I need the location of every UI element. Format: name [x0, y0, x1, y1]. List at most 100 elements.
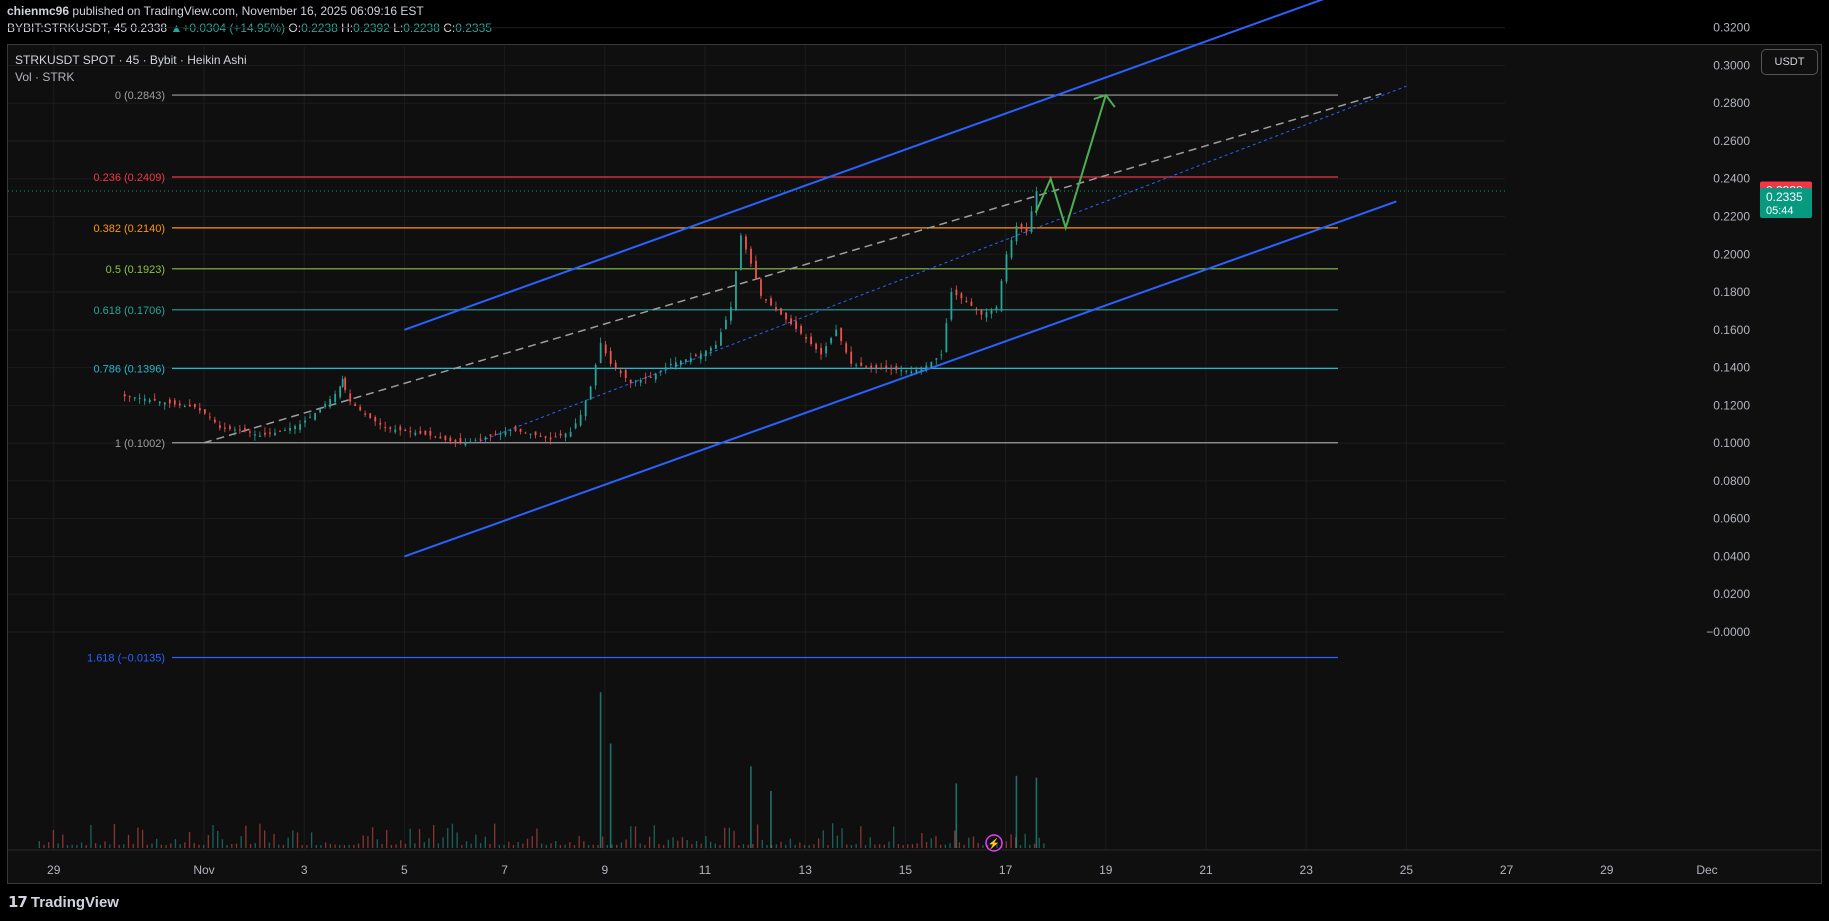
candle-body [163, 402, 166, 405]
close-price-badge-text: 0.2335 [1766, 190, 1803, 204]
volume-bar [461, 844, 463, 848]
volume-bar [296, 832, 299, 848]
volume-bar [1033, 843, 1036, 848]
volume-bar [569, 842, 571, 848]
volume-bar [794, 844, 796, 848]
volume-bar [601, 836, 604, 848]
price-axis[interactable] [1505, 46, 1821, 850]
volume-bar [263, 830, 266, 848]
time-axis-tick: 17 [999, 863, 1013, 877]
volume-bar [508, 841, 510, 848]
lightning-icon[interactable] [985, 834, 1003, 852]
volume-bar [1005, 841, 1008, 848]
tradingview-brand[interactable]: 𝟭𝟳 TradingView [8, 893, 119, 912]
volume-bar [817, 838, 820, 848]
price-axis-tick: 0.0600 [1713, 512, 1750, 526]
candle-body [679, 360, 682, 366]
candle-body [1030, 211, 1033, 233]
volume-bar [273, 834, 275, 848]
trend-dotted-line [479, 85, 1407, 442]
volume-bar [888, 841, 890, 848]
candle-body [584, 400, 587, 417]
volume-bar [188, 832, 191, 848]
volume-bar [85, 844, 87, 848]
volume-bar [846, 844, 848, 848]
price-axis-tick: 0.0200 [1713, 587, 1750, 601]
volume-bar [883, 844, 885, 848]
time-axis-tick: 25 [1400, 863, 1414, 877]
price-axis-tick: 0.2000 [1713, 247, 1750, 261]
candle-body [875, 365, 878, 369]
channel-upper-line [404, 0, 1324, 331]
price-axis-tick: 0.0800 [1713, 474, 1750, 488]
volume-bar [878, 844, 881, 848]
volume-bar [986, 844, 989, 848]
candle-body [825, 346, 828, 354]
volume-bar [841, 828, 843, 848]
candle-body [629, 379, 632, 383]
candle-body [464, 443, 467, 446]
volume-bar [644, 844, 646, 848]
time-axis-tick: 15 [899, 863, 913, 877]
candle-body [269, 432, 271, 434]
candle-body [354, 403, 357, 406]
volume-bar [287, 837, 289, 848]
time-axis-tick: Nov [193, 863, 214, 877]
volume-bar [245, 825, 247, 848]
volume-bar [780, 841, 782, 848]
candle-body [434, 436, 437, 438]
candle-body [379, 422, 382, 425]
author-name[interactable]: chienmc96 [7, 4, 70, 18]
volume-bar [118, 844, 120, 848]
candle-body [920, 367, 923, 371]
volume-bar [625, 839, 627, 848]
candle-body [349, 393, 352, 402]
volume-bar [320, 844, 322, 848]
candle-body [509, 429, 512, 431]
price-axis-tick: 0.0400 [1713, 549, 1750, 563]
volume-bar [958, 842, 961, 848]
volume-bar [156, 838, 158, 848]
volume-spike-bar [1015, 775, 1018, 848]
publish-text: published on TradingView.com, November 1… [72, 4, 424, 18]
price-axis-tick: 0.3000 [1713, 58, 1750, 72]
volume-bar [733, 830, 735, 848]
volume-bar [259, 823, 261, 848]
volume-bar [400, 840, 402, 848]
candle-body [860, 362, 863, 366]
volume-bar [381, 843, 383, 848]
candle-body [705, 350, 707, 357]
volume-bar [95, 843, 97, 848]
volume-bar [738, 844, 740, 848]
volume-bar [681, 837, 684, 848]
candle-body [895, 365, 898, 370]
candle-body [339, 386, 342, 398]
volume-bar [334, 844, 336, 848]
volume-bar [498, 844, 501, 848]
candle-body [930, 361, 933, 369]
candle-body [399, 426, 402, 431]
volume-bar [559, 844, 562, 848]
volume-bar [555, 840, 557, 848]
candle-body [429, 431, 432, 436]
price-axis-tick: 0.1400 [1713, 361, 1750, 375]
candle-body [604, 344, 607, 354]
volume-bar [343, 845, 346, 848]
currency-button[interactable]: USDT [1761, 49, 1818, 75]
tradingview-logo-icon: 𝟭𝟳 [8, 894, 28, 911]
candle-body [529, 433, 532, 435]
volume-bar [475, 834, 477, 848]
candle-body [674, 362, 677, 368]
candle-body [359, 406, 362, 411]
candle-body [765, 299, 767, 301]
price-axis-tick: 0.1000 [1713, 436, 1750, 450]
volume-bar [1024, 833, 1026, 848]
candle-body [915, 369, 918, 373]
candle-body [1005, 254, 1008, 282]
volume-bar [339, 844, 341, 848]
candle-body [990, 309, 993, 314]
fib-level-label: 0 (0.2843) [115, 90, 165, 102]
candle-body [554, 436, 557, 438]
volume-bar [66, 844, 69, 848]
